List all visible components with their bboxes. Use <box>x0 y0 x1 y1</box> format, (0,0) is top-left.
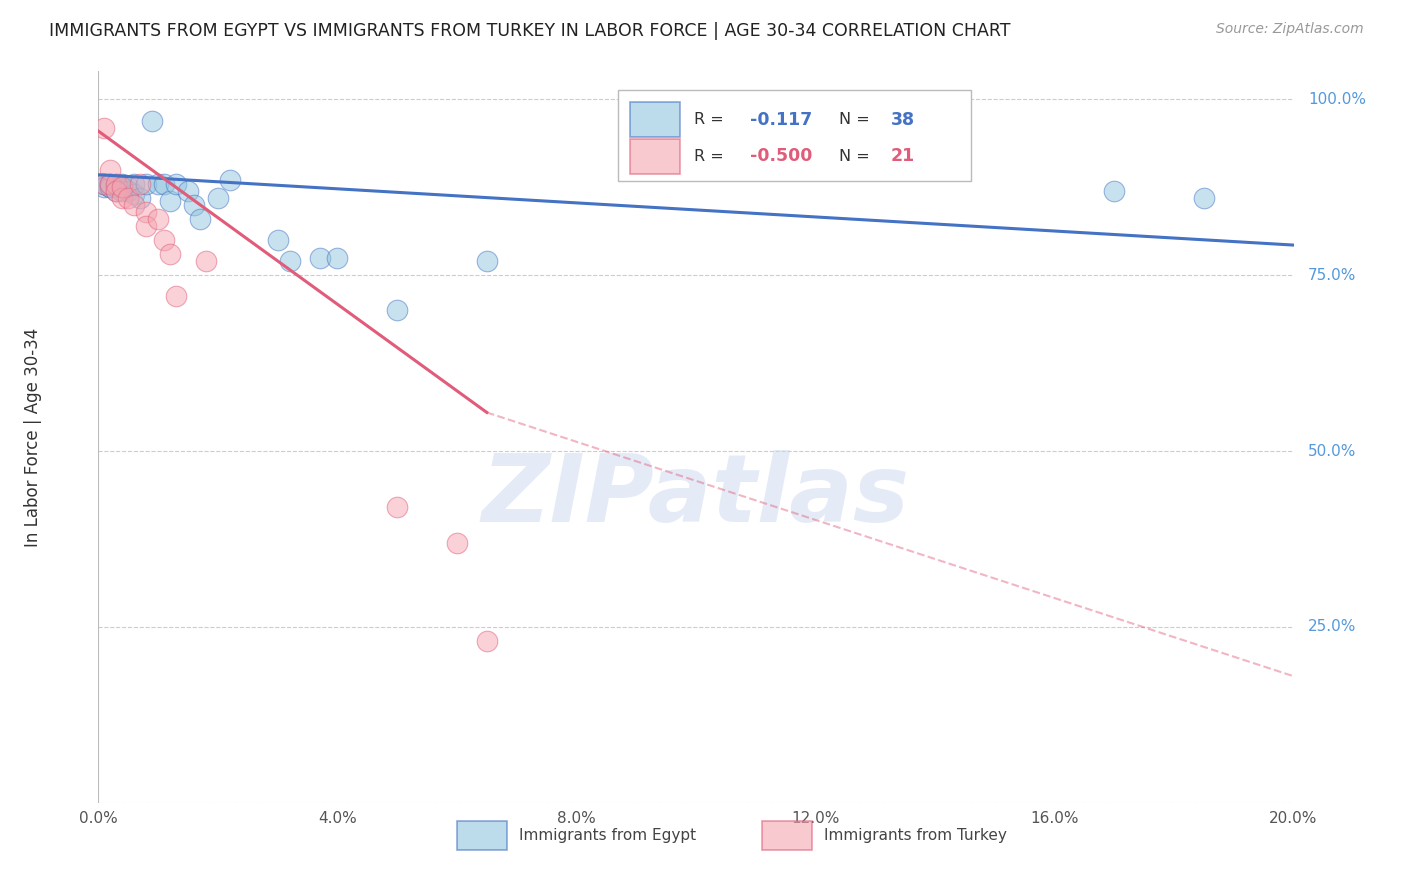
Point <box>105 177 128 191</box>
FancyBboxPatch shape <box>630 138 681 174</box>
Text: ZIPatlas: ZIPatlas <box>482 450 910 541</box>
Point <box>93 120 115 135</box>
Point <box>135 177 157 191</box>
Point <box>105 177 128 191</box>
Point <box>124 198 146 212</box>
FancyBboxPatch shape <box>619 90 972 181</box>
Point <box>135 205 157 219</box>
Text: 38: 38 <box>891 111 915 128</box>
Point <box>148 212 170 227</box>
Point <box>129 177 152 191</box>
Point <box>475 254 498 268</box>
Point <box>207 191 229 205</box>
Point <box>385 303 409 318</box>
Point <box>111 184 134 198</box>
Text: 50.0%: 50.0% <box>1308 443 1357 458</box>
Text: R =: R = <box>693 112 723 128</box>
Point <box>1192 191 1215 205</box>
Point <box>93 177 115 191</box>
Point <box>188 212 211 227</box>
Point <box>177 184 200 198</box>
Point <box>159 247 181 261</box>
Point <box>98 180 122 194</box>
Point <box>105 180 128 194</box>
Point <box>446 535 468 549</box>
Text: 21: 21 <box>891 147 915 165</box>
Point <box>308 251 330 265</box>
Point <box>135 219 157 233</box>
Text: R =: R = <box>693 149 723 164</box>
Point <box>105 184 128 198</box>
Point <box>865 135 887 149</box>
Point <box>98 177 122 191</box>
Point <box>141 113 163 128</box>
Text: N =: N = <box>839 149 870 164</box>
Point <box>98 162 122 177</box>
Point <box>105 184 128 198</box>
Point <box>129 191 152 205</box>
Point <box>124 187 146 202</box>
Text: 75.0%: 75.0% <box>1308 268 1357 283</box>
Point <box>183 198 205 212</box>
Point <box>111 177 134 191</box>
Point <box>165 177 187 191</box>
Point <box>278 254 301 268</box>
Text: N =: N = <box>839 112 870 128</box>
Text: In Labor Force | Age 30-34: In Labor Force | Age 30-34 <box>24 327 42 547</box>
Point <box>219 173 242 187</box>
Point <box>98 180 122 194</box>
Text: 25.0%: 25.0% <box>1308 619 1357 634</box>
Point <box>93 177 115 191</box>
Point <box>98 177 122 191</box>
Text: Source: ZipAtlas.com: Source: ZipAtlas.com <box>1216 22 1364 37</box>
Point <box>93 180 115 194</box>
Point <box>159 194 181 209</box>
Point <box>124 177 146 191</box>
Point <box>117 184 139 198</box>
Point <box>267 233 290 247</box>
Point <box>148 177 170 191</box>
Text: 100.0%: 100.0% <box>1308 92 1365 107</box>
FancyBboxPatch shape <box>762 821 811 850</box>
Point <box>117 180 139 194</box>
Point <box>93 177 115 191</box>
FancyBboxPatch shape <box>630 102 681 137</box>
Point <box>385 500 409 515</box>
Text: IMMIGRANTS FROM EGYPT VS IMMIGRANTS FROM TURKEY IN LABOR FORCE | AGE 30-34 CORRE: IMMIGRANTS FROM EGYPT VS IMMIGRANTS FROM… <box>49 22 1011 40</box>
Text: Immigrants from Egypt: Immigrants from Egypt <box>519 828 696 843</box>
Point <box>195 254 218 268</box>
Point <box>153 177 176 191</box>
Point <box>98 177 122 191</box>
Point <box>111 191 134 205</box>
Text: -0.117: -0.117 <box>749 111 813 128</box>
Text: Immigrants from Turkey: Immigrants from Turkey <box>824 828 1007 843</box>
Text: -0.500: -0.500 <box>749 147 813 165</box>
Point <box>1104 184 1126 198</box>
Point <box>117 191 139 205</box>
Point <box>111 180 134 194</box>
Point <box>326 251 349 265</box>
Point <box>475 634 498 648</box>
Point <box>153 233 176 247</box>
Point <box>93 177 115 191</box>
FancyBboxPatch shape <box>457 821 508 850</box>
Point <box>165 289 187 303</box>
